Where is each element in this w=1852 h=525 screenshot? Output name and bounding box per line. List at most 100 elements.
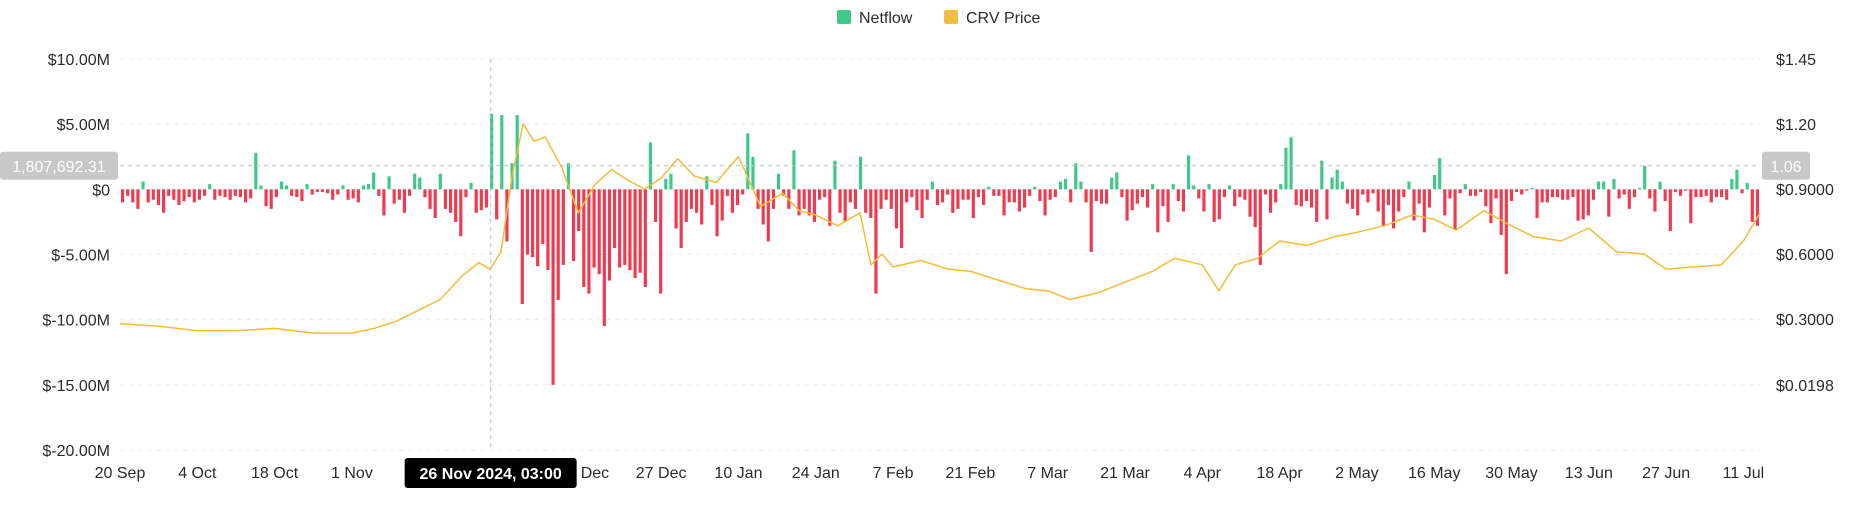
netflow-bar xyxy=(1233,189,1237,207)
legend-label-crv-price[interactable]: CRV Price xyxy=(966,10,1040,27)
netflow-bar xyxy=(136,189,140,209)
netflow-bar xyxy=(208,184,212,190)
netflow-bar xyxy=(930,181,934,190)
netflow-bar xyxy=(1622,189,1626,195)
netflow-bar xyxy=(1135,189,1139,204)
netflow-bar xyxy=(530,189,535,258)
netflow-bar xyxy=(382,189,386,216)
netflow-bar xyxy=(1678,189,1683,196)
netflow-bar xyxy=(874,189,878,294)
netflow-bar xyxy=(1340,181,1344,190)
netflow-bar xyxy=(274,189,278,198)
netflow-bar xyxy=(1371,189,1375,194)
netflow-bar xyxy=(489,113,494,190)
netflow-bar xyxy=(1028,189,1032,196)
netflow-bar xyxy=(197,189,202,200)
netflow-bar xyxy=(1181,189,1186,212)
legend-swatch-crv-price[interactable] xyxy=(944,10,958,24)
netflow-bar xyxy=(1740,189,1744,194)
netflow-bar xyxy=(1294,189,1298,205)
netflow-bar xyxy=(1730,178,1734,190)
netflow-bar xyxy=(243,189,248,203)
netflow-bar xyxy=(694,189,699,213)
x-tick-label: 2 May xyxy=(1335,465,1379,482)
netflow-bar xyxy=(1274,189,1278,203)
netflow-bar xyxy=(336,189,340,195)
netflow-bar xyxy=(858,156,863,190)
netflow-bar xyxy=(479,189,483,211)
netflow-bar xyxy=(1309,189,1314,208)
netflow-bar xyxy=(551,189,555,385)
netflow-bar xyxy=(812,189,817,222)
netflow-bar xyxy=(1212,189,1216,222)
netflow-bar xyxy=(1432,175,1437,190)
netflow-bar xyxy=(1335,169,1339,190)
netflow-bar xyxy=(1632,189,1637,198)
netflow-bar xyxy=(1227,185,1232,190)
netflow-bar xyxy=(792,150,796,190)
netflow-bar xyxy=(807,189,811,216)
netflow-bar xyxy=(981,189,986,205)
netflow-bar xyxy=(361,185,366,190)
netflow-bar xyxy=(1509,189,1514,202)
netflow-bar xyxy=(1330,177,1334,190)
netflow-bar xyxy=(946,189,950,195)
netflow-bar xyxy=(869,189,873,218)
netflow-bar xyxy=(1058,181,1063,190)
netflow-bar xyxy=(905,189,909,203)
netflow-bar xyxy=(915,189,919,211)
legend-label-netflow[interactable]: Netflow xyxy=(859,10,913,27)
netflow-bar xyxy=(940,189,945,203)
netflow-bar xyxy=(828,189,832,226)
crosshair-date-badge xyxy=(404,458,577,488)
netflow-bar xyxy=(1202,189,1206,212)
netflow-bar xyxy=(1253,189,1257,228)
netflow-bar xyxy=(1607,189,1611,217)
netflow-bar xyxy=(1668,189,1672,232)
netflow-bar xyxy=(438,173,442,190)
x-tick-label: 7 Feb xyxy=(873,465,914,482)
netflow-bar xyxy=(720,189,724,221)
netflow-bar xyxy=(879,189,883,209)
netflow-bar xyxy=(233,189,237,196)
netflow-bar xyxy=(228,189,232,200)
netflow-bar xyxy=(679,189,683,248)
netflow-bar xyxy=(1289,137,1293,190)
legend-swatch-netflow[interactable] xyxy=(837,10,851,24)
netflow-bar xyxy=(1550,189,1555,198)
netflow-bar xyxy=(264,189,268,207)
x-tick-label: 4 Oct xyxy=(178,465,217,482)
netflow-bar xyxy=(1048,189,1052,200)
netflow-bar xyxy=(402,189,407,213)
netflow-bar xyxy=(1166,189,1170,222)
netflow-bar xyxy=(623,189,627,265)
netflow-bar xyxy=(161,189,166,213)
netflow-bar xyxy=(612,189,617,248)
netflow-bar xyxy=(1120,189,1124,198)
netflow-bar xyxy=(1176,189,1180,202)
netflow-bar xyxy=(669,173,673,190)
netflow-bar xyxy=(705,176,709,190)
netflow-bar xyxy=(459,189,463,237)
netflow-bar xyxy=(495,189,499,220)
netflow-bar xyxy=(1545,189,1549,203)
netflow-bar xyxy=(1602,181,1606,190)
netflow-bar xyxy=(320,189,325,192)
y-left-tick-label: $-15.00M xyxy=(42,378,110,395)
legend: Netflow CRV Price xyxy=(837,10,1040,27)
netflow-bar xyxy=(1268,189,1273,213)
netflow-bar xyxy=(1684,189,1688,191)
netflow-bar xyxy=(387,176,391,190)
netflow-bar xyxy=(1069,189,1073,203)
netflow-bar xyxy=(571,189,576,262)
netflow-bar xyxy=(1530,188,1534,190)
netflow-bar xyxy=(1561,189,1565,200)
netflow-bar xyxy=(454,189,458,222)
crosshair-left-badge xyxy=(0,151,118,180)
netflow-bar xyxy=(484,189,489,208)
netflow-bar xyxy=(1038,189,1042,202)
netflow-bar xyxy=(423,189,427,198)
netflow-bar xyxy=(300,189,304,202)
netflow-bar xyxy=(151,189,155,200)
netflow-bar xyxy=(1299,189,1303,207)
